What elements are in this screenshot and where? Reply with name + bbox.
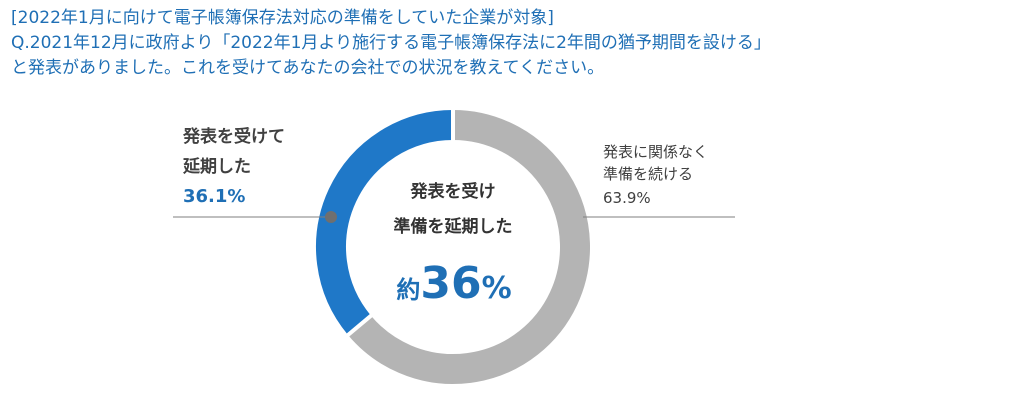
center-unit: % — [481, 271, 512, 306]
left-leader-dot — [325, 211, 337, 223]
right-label-line-1: 発表に関係なく — [603, 143, 709, 161]
center-prefix: 約 — [396, 276, 421, 304]
left-segment-value: 36.1% — [183, 186, 246, 207]
header-line-3: と発表がありました。これを受けてあなたの会社での状況を教えてください。 — [11, 58, 605, 78]
right-label-line-2: 準備を続ける — [603, 165, 694, 183]
donut-segment-continue — [348, 110, 590, 384]
left-label-line-2: 延期した — [183, 157, 251, 177]
header-line-2: Q.2021年12月に政府より「2022年1月より施行する電子帳簿保存法に2年間… — [11, 33, 771, 53]
center-text-line-1: 発表を受け — [410, 182, 496, 202]
left-segment-label: 発表を受けて 延期した — [183, 122, 285, 182]
header-line-1: [2022年1月に向けて電子帳簿保存法対応の準備をしていた企業が対象] — [11, 8, 554, 28]
segment-divider-1 — [345, 313, 374, 338]
right-segment-label: 発表に関係なく 準備を続ける — [603, 141, 708, 185]
right-segment-value: 63.9% — [603, 189, 651, 207]
center-number: 36 — [420, 258, 482, 309]
center-highlight: 約36% — [376, 258, 532, 309]
question-header: [2022年1月に向けて電子帳簿保存法対応の準備をしていた企業が対象] Q.20… — [11, 6, 771, 81]
center-text-line-2: 準備を延期した — [393, 217, 513, 237]
left-label-line-1: 発表を受けて — [183, 127, 285, 147]
donut-segment-postponed — [316, 110, 454, 335]
